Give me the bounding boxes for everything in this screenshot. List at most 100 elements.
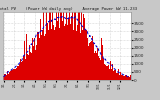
Bar xyxy=(10,71,11,80)
Bar xyxy=(79,12,80,80)
Bar xyxy=(99,58,100,80)
Bar xyxy=(123,76,124,80)
Bar xyxy=(126,76,127,80)
Bar xyxy=(67,25,68,80)
Bar xyxy=(59,28,60,80)
Bar xyxy=(63,11,64,80)
Bar xyxy=(102,44,103,80)
Bar xyxy=(97,48,98,80)
Bar xyxy=(74,11,75,80)
Bar xyxy=(4,74,5,80)
Bar xyxy=(22,61,23,80)
Bar xyxy=(107,66,108,80)
Bar xyxy=(125,75,126,80)
Bar xyxy=(31,53,32,80)
Bar xyxy=(48,30,49,80)
Bar xyxy=(85,30,86,80)
Bar xyxy=(16,68,17,80)
Bar xyxy=(122,75,123,80)
Bar xyxy=(19,64,20,80)
Bar xyxy=(37,32,38,80)
Bar xyxy=(39,38,40,80)
Bar xyxy=(114,70,115,80)
Bar xyxy=(75,11,76,80)
Bar xyxy=(28,55,29,80)
Bar xyxy=(53,25,54,80)
Bar xyxy=(129,77,130,80)
Bar xyxy=(116,73,117,80)
Bar xyxy=(68,19,69,80)
Bar xyxy=(5,74,6,80)
Bar xyxy=(64,26,65,80)
Bar xyxy=(111,67,112,80)
Bar xyxy=(77,24,78,80)
Bar xyxy=(105,65,106,80)
Bar xyxy=(49,11,50,80)
Bar xyxy=(82,30,83,80)
Bar xyxy=(112,64,113,80)
Bar xyxy=(92,36,93,80)
Bar xyxy=(101,38,102,80)
Bar xyxy=(95,42,96,80)
Bar xyxy=(96,53,97,80)
Bar xyxy=(21,59,22,80)
Bar xyxy=(41,35,42,80)
Bar xyxy=(36,41,37,80)
Bar xyxy=(35,17,36,80)
Bar xyxy=(30,52,31,80)
Bar xyxy=(40,19,41,80)
Bar xyxy=(120,72,121,80)
Bar xyxy=(11,70,12,80)
Bar xyxy=(14,69,15,80)
Bar xyxy=(60,11,61,80)
Bar xyxy=(52,28,53,80)
Bar xyxy=(25,59,26,80)
Bar xyxy=(3,76,4,80)
Bar xyxy=(115,70,116,80)
Bar xyxy=(127,77,128,80)
Bar xyxy=(113,71,114,80)
Bar xyxy=(54,30,55,80)
Bar xyxy=(121,75,122,80)
Bar xyxy=(45,34,46,80)
Bar xyxy=(58,11,59,80)
Bar xyxy=(8,74,9,80)
Bar xyxy=(119,75,120,80)
Bar xyxy=(66,12,67,80)
Bar xyxy=(15,68,16,80)
Bar xyxy=(9,72,10,80)
Bar xyxy=(44,22,45,80)
Bar xyxy=(17,66,18,80)
Bar xyxy=(26,34,27,80)
Bar xyxy=(100,60,101,80)
Bar xyxy=(70,24,71,80)
Bar xyxy=(38,32,39,80)
Bar xyxy=(104,64,105,80)
Bar xyxy=(130,76,131,80)
Bar xyxy=(43,13,44,80)
Bar xyxy=(62,21,63,80)
Bar xyxy=(32,38,33,80)
Bar xyxy=(109,69,110,80)
Bar xyxy=(61,11,62,80)
Bar xyxy=(91,41,92,80)
Bar xyxy=(81,11,82,80)
Bar xyxy=(117,73,118,80)
Bar xyxy=(71,16,72,80)
Bar xyxy=(110,61,111,80)
Bar xyxy=(78,11,79,80)
Bar xyxy=(18,66,19,80)
Bar xyxy=(23,56,24,80)
Bar xyxy=(12,70,13,80)
Bar xyxy=(33,46,34,80)
Bar xyxy=(118,69,119,80)
Bar xyxy=(98,56,99,80)
Bar xyxy=(69,11,70,80)
Bar xyxy=(57,20,58,80)
Bar xyxy=(42,30,43,80)
Bar xyxy=(93,43,94,80)
Bar xyxy=(34,38,35,80)
Bar xyxy=(73,30,74,80)
Bar xyxy=(27,54,28,80)
Bar xyxy=(65,24,66,80)
